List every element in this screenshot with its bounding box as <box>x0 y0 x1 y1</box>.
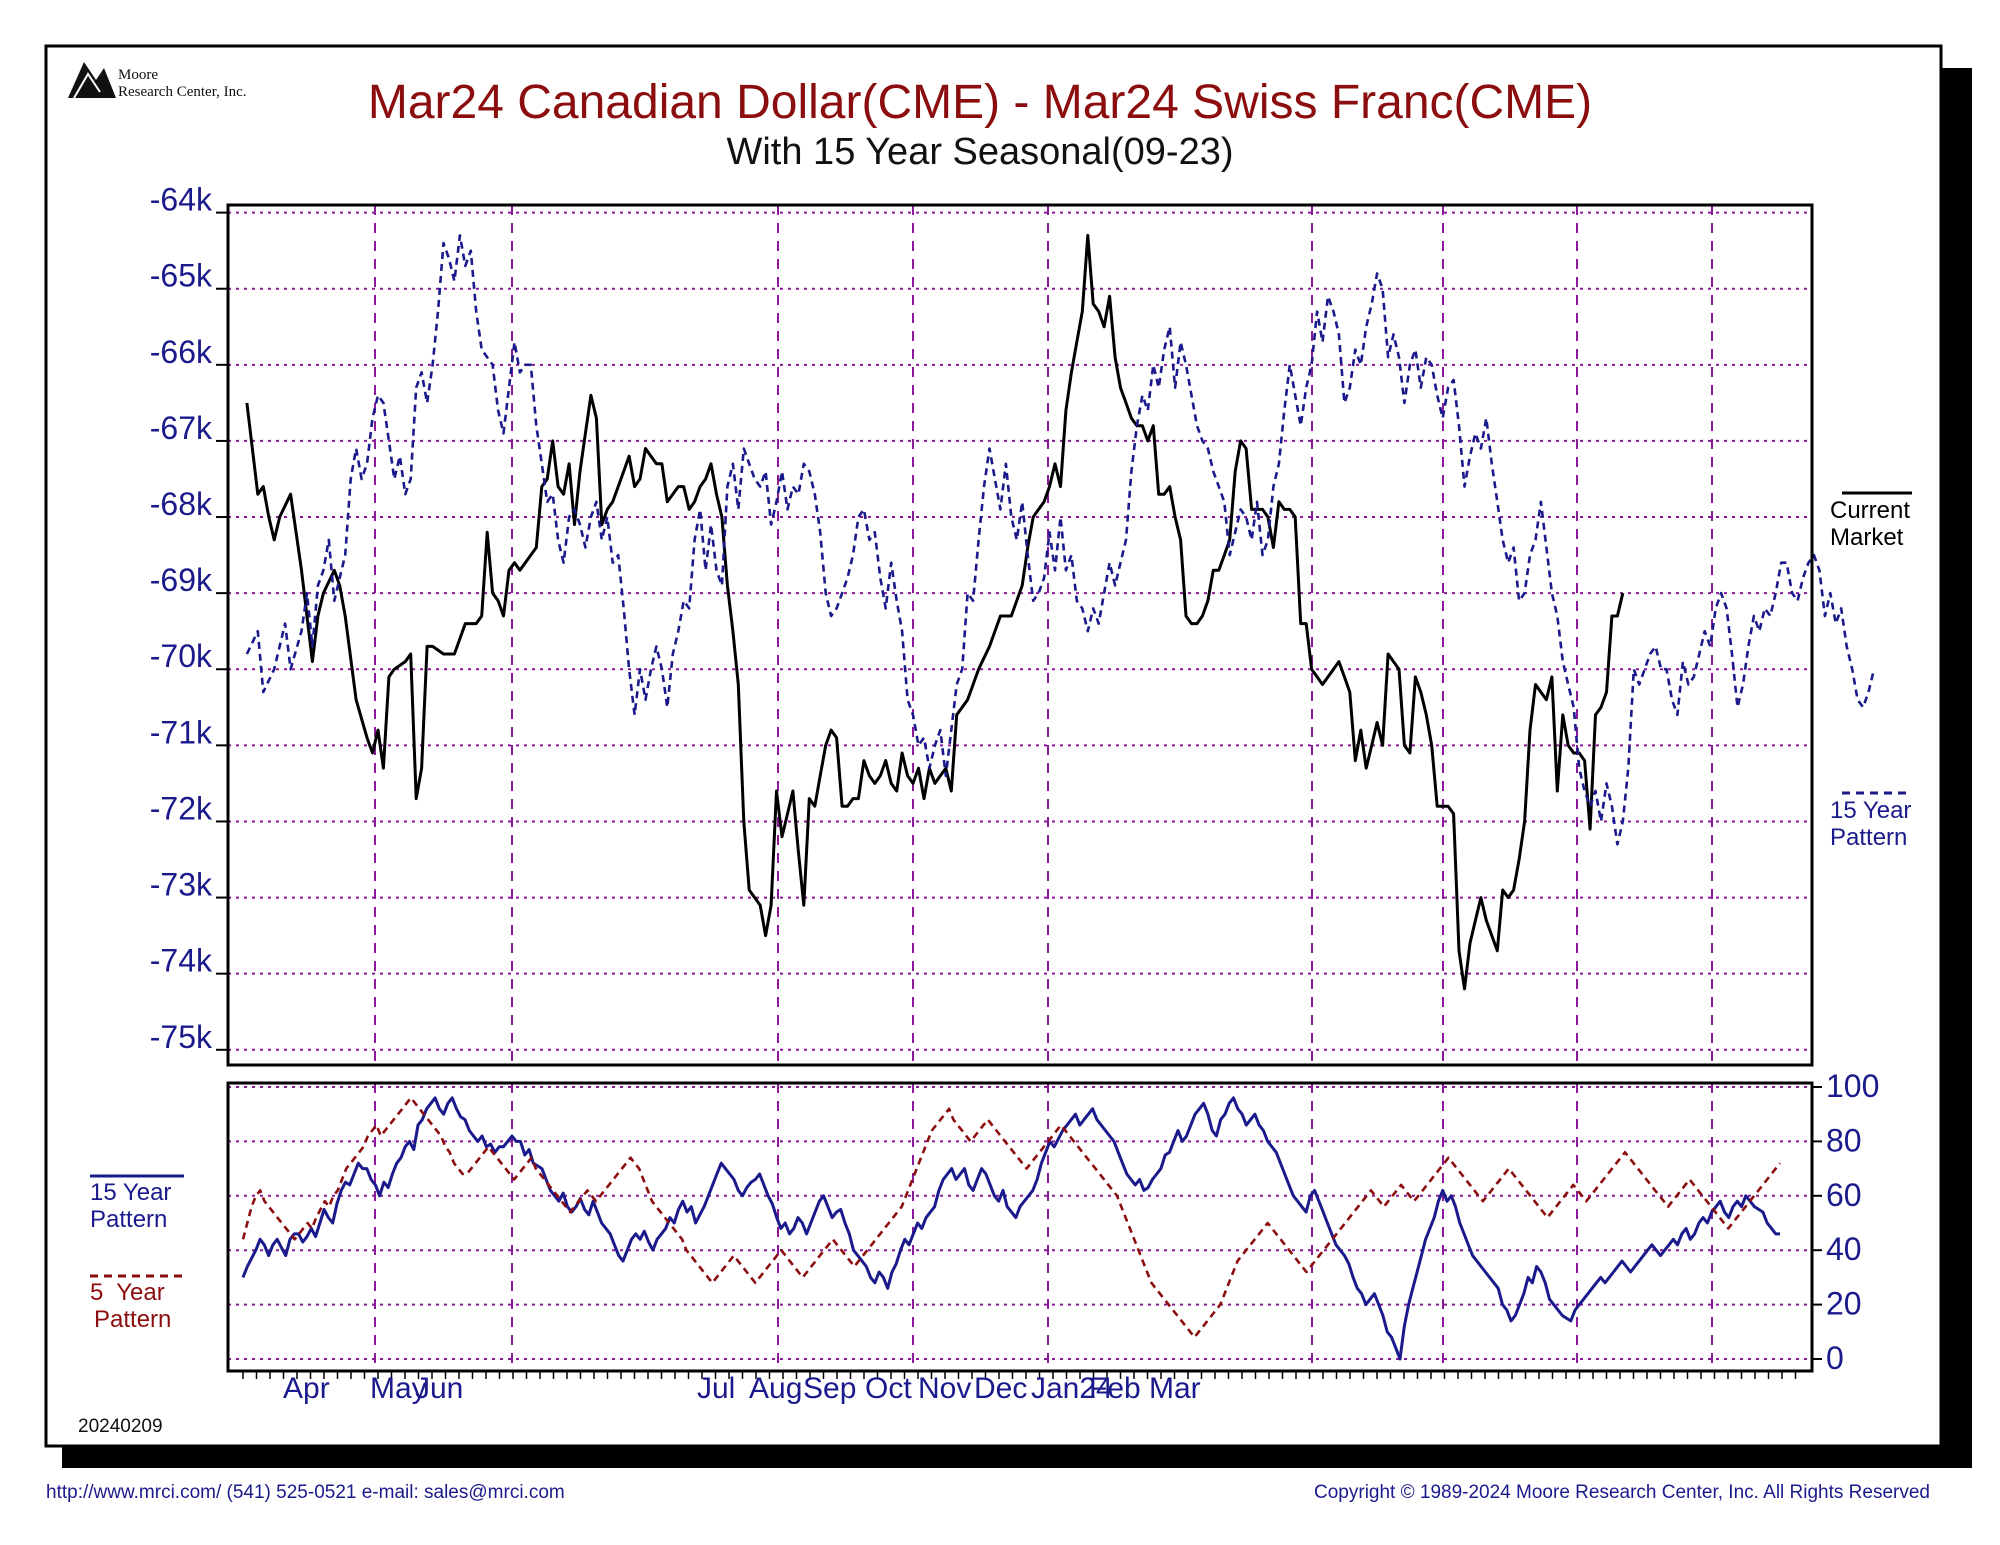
main-y-axis: -64k -65k -66k -67k -68k -69k -70k -71k -72k -73k… <box>150 182 228 1055</box>
legend-current: Current Market <box>1830 491 1912 551</box>
date-code: 20240209 <box>78 1416 163 1437</box>
lower-y-tick-label: 40 <box>1826 1231 1862 1267</box>
lower-plot-border <box>226 1081 1814 1373</box>
legend-lower-5-line1: 5 Year <box>90 1279 165 1306</box>
main-y-tick-label: -73k <box>150 867 213 903</box>
x-tick-label: Jun <box>415 1372 463 1405</box>
x-tick-label: Feb <box>1089 1372 1141 1405</box>
lower-y-tick-label: 80 <box>1826 1122 1862 1158</box>
chart-subtitle: With 15 Year Seasonal(09-23) <box>727 131 1234 173</box>
legend-lower-15-line1: 15 Year <box>90 1179 171 1206</box>
main-y-tick-label: -67k <box>150 410 213 446</box>
x-tick-label: Sep <box>803 1372 856 1405</box>
logo-company: Research Center, Inc. <box>118 84 247 100</box>
main-y-tick-label: -64k <box>150 182 213 218</box>
main-y-tick-label: -66k <box>150 334 213 370</box>
legend-lower-5: 5 Year Pattern <box>90 1274 184 1333</box>
legend-seasonal-line1: 15 Year <box>1830 797 1911 824</box>
lower-y-tick-label: 0 <box>1826 1340 1844 1376</box>
legend-lower-15: 15 Year Pattern <box>90 1174 184 1233</box>
lower-series <box>241 1096 1782 1361</box>
x-tick-label: Dec <box>974 1372 1027 1405</box>
lower-15yr-line <box>241 1096 1780 1361</box>
copyright: Copyright © 1989-2024 Moore Research Cen… <box>1314 1482 1930 1503</box>
lower-y-tick-label: 100 <box>1826 1068 1879 1104</box>
x-tick-label: Aug <box>749 1372 802 1405</box>
x-tick-label: Jul <box>697 1372 735 1405</box>
logo-name: Moore <box>118 67 158 83</box>
main-y-tick-label: -68k <box>150 486 213 522</box>
main-y-tick-label: -70k <box>150 638 213 674</box>
current-market-line <box>245 233 1625 991</box>
legend-current-line1: Current <box>1830 497 1910 524</box>
x-tick-label: Mar <box>1149 1372 1201 1405</box>
chart-title: Mar24 Canadian Dollar(CME) - Mar24 Swiss… <box>368 76 1592 129</box>
lower-5yr-line <box>241 1096 1782 1339</box>
x-tick-label: Oct <box>865 1372 912 1405</box>
main-y-tick-label: -71k <box>150 714 213 750</box>
lower-y-axis: 100 80 60 40 20 0 <box>1812 1068 1879 1376</box>
main-y-tick-label: -65k <box>150 258 213 294</box>
x-tick-label: Nov <box>918 1372 971 1405</box>
legend-current-line2: Market <box>1830 524 1904 551</box>
main-y-tick-label: -69k <box>150 562 213 598</box>
lower-grid <box>228 1083 1812 1371</box>
lower-y-tick-label: 60 <box>1826 1177 1862 1213</box>
main-y-tick-label: -74k <box>150 943 213 979</box>
seasonal-15yr-line <box>245 234 1876 846</box>
x-tick-label: Jan24 <box>1031 1372 1113 1405</box>
main-y-tick-label: -75k <box>150 1019 213 1055</box>
x-tick-label: May <box>370 1372 427 1405</box>
legend-seasonal-line2: Pattern <box>1830 824 1907 851</box>
frame <box>44 44 1943 1448</box>
legend-lower-5-line2: Pattern <box>94 1306 171 1333</box>
lower-y-tick-label: 20 <box>1826 1286 1862 1322</box>
contact-info: http://www.mrci.com/ (541) 525-0521 e-ma… <box>46 1482 565 1503</box>
main-series <box>245 233 1876 991</box>
x-tick-label: Apr <box>283 1372 330 1405</box>
main-y-tick-label: -72k <box>150 790 213 826</box>
main-plot-border <box>226 203 1814 1067</box>
legend-lower-15-line2: Pattern <box>90 1206 167 1233</box>
logo: Moore Research Center, Inc. <box>68 62 247 100</box>
legend-seasonal: 15 Year Pattern <box>1830 791 1912 851</box>
